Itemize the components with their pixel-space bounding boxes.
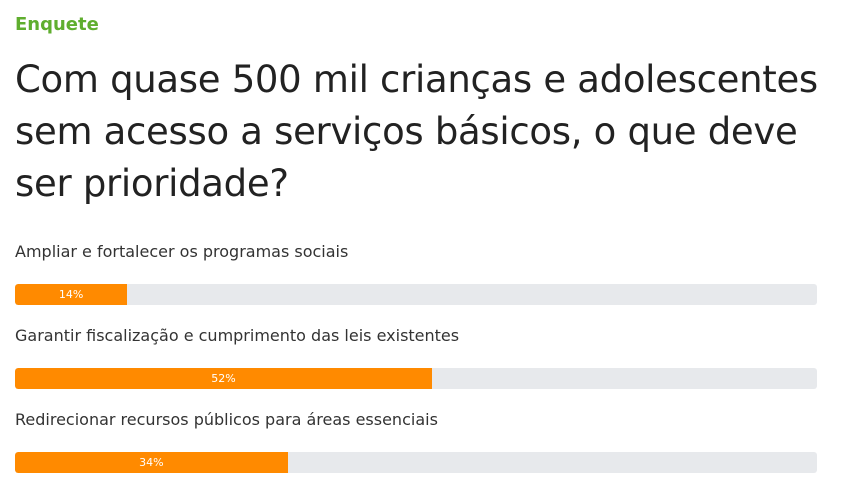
- poll-option[interactable]: Ampliar e fortalecer os programas sociai…: [15, 240, 817, 324]
- poll-result-percent: 14%: [58, 288, 84, 301]
- poll-option-label: Redirecionar recursos públicos para área…: [15, 410, 438, 429]
- poll-question: Com quase 500 mil crianças e adolescente…: [15, 58, 818, 205]
- poll-option[interactable]: Garantir fiscalização e cumprimento das …: [15, 324, 817, 408]
- poll-option[interactable]: Redirecionar recursos públicos para área…: [15, 408, 817, 492]
- poll-result-bar: 14%: [15, 284, 128, 305]
- poll-result-track: 34%: [15, 452, 817, 473]
- poll-result-percent: 52%: [211, 372, 236, 385]
- poll-result-percent: 34%: [139, 456, 164, 469]
- poll-result-track: 14%: [15, 284, 817, 305]
- poll-option-label: Ampliar e fortalecer os programas sociai…: [15, 242, 349, 261]
- poll-option-label: Garantir fiscalização e cumprimento das …: [15, 326, 460, 345]
- poll-eyebrow: Enquete: [15, 14, 99, 35]
- poll-result-bar: 34%: [15, 452, 288, 473]
- poll-options: Ampliar e fortalecer os programas sociai…: [15, 240, 817, 492]
- poll-widget: Enquete Com quase 500 mil crianças e ado…: [15, 12, 818, 473]
- poll-result-track: 52%: [15, 368, 817, 389]
- poll-result-bar: 52%: [15, 368, 433, 389]
